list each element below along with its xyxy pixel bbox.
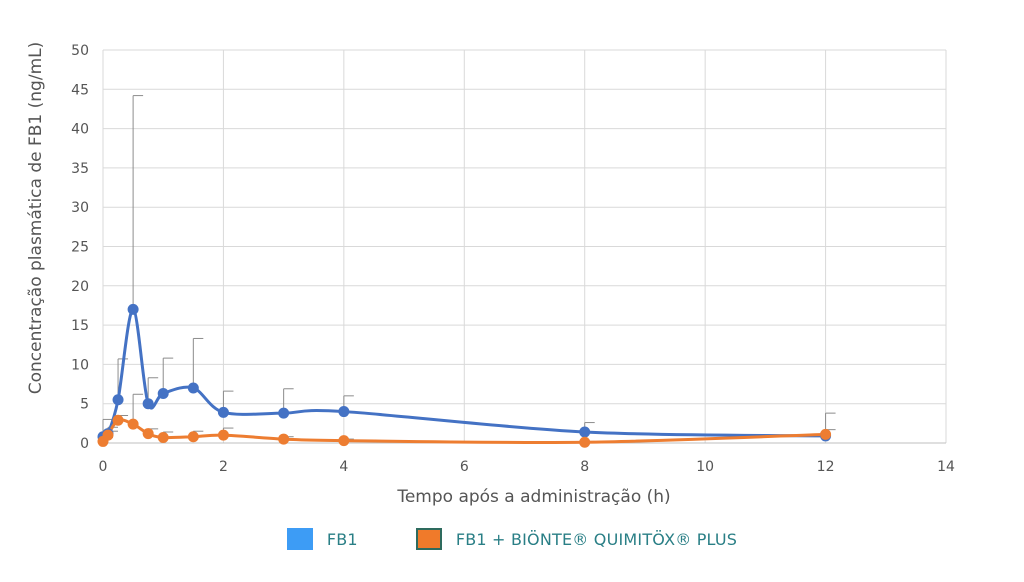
x-tick-label: 10 [696,459,714,475]
data-point-fb1-quimitox [278,433,290,445]
y-tick-label: 5 [80,397,89,413]
series-points [97,303,832,448]
y-tick-label: 40 [71,122,89,138]
legend-label-fb1-quimitox: FB1 + BIÖNTE® QUIMITÖX® PLUS [455,529,738,549]
y-tick-label: 35 [71,161,89,177]
data-point-fb1 [217,406,229,418]
data-point-fb1 [338,406,350,418]
x-tick-label: 4 [339,459,348,475]
x-tick-label: 14 [937,459,955,475]
y-axis-title: Concentração plasmática de FB1 (ng/mL) [26,42,46,395]
y-tick-labels: 0 5 10 15 20 25 30 35 40 45 50 [71,43,89,452]
x-tick-labels: 0 2 4 6 8 10 12 14 [99,459,955,475]
data-point-fb1 [112,394,124,406]
legend-swatch-fb1 [286,528,313,550]
y-tick-label: 20 [71,279,89,295]
pk-line-chart: 0 5 10 15 20 25 30 35 40 45 50 0 2 4 6 8 10 12 14 Tempo a… [26,42,955,507]
data-point-fb1-quimitox [820,428,832,440]
data-point-fb1-quimitox [338,435,350,447]
legend: FB1 FB1 + BIÖNTE® QUIMITÖX® PLUS [0,522,1024,556]
y-tick-label: 50 [71,43,89,59]
data-point-fb1 [278,407,290,419]
error-bars [102,95,836,443]
data-point-fb1 [579,426,591,438]
data-point-fb1-quimitox [579,436,591,448]
data-point-fb1-quimitox [112,414,124,426]
data-point-fb1-quimitox [127,418,139,430]
x-tick-label: 0 [99,459,108,475]
data-point-fb1-quimitox [142,428,154,440]
data-point-fb1-quimitox [217,429,229,441]
y-tick-label: 30 [71,200,89,216]
x-tick-label: 12 [817,459,835,475]
data-point-fb1 [187,382,199,394]
grid-lines [102,49,947,444]
legend-item-fb1: FB1 [286,528,358,550]
x-tick-label: 8 [580,459,589,475]
y-tick-label: 0 [80,436,89,452]
x-tick-label: 2 [219,459,228,475]
y-tick-label: 10 [71,357,89,373]
y-tick-label: 15 [71,318,89,334]
legend-swatch-fb1-quimitox [415,528,442,550]
x-tick-label: 6 [460,459,469,475]
x-axis-title: Tempo após a administração (h) [396,487,670,507]
data-point-fb1 [157,387,169,399]
y-tick-label: 25 [71,240,89,256]
data-point-fb1-quimitox [102,429,114,441]
legend-item-fb1-quimitox: FB1 + BIÖNTE® QUIMITÖX® PLUS [415,528,738,550]
y-tick-label: 45 [71,82,89,98]
data-point-fb1-quimitox [157,431,169,443]
data-point-fb1 [127,303,139,315]
legend-label-fb1: FB1 [326,529,358,549]
data-point-fb1-quimitox [187,431,199,443]
data-point-fb1 [142,398,154,410]
